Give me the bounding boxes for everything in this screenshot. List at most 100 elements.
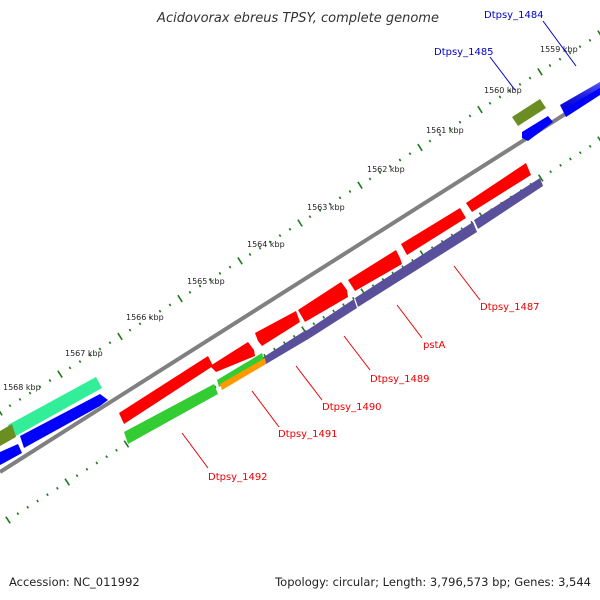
gene-dtpsy-1485[interactable]: [522, 116, 553, 141]
major-tick: [237, 256, 243, 265]
gene-purple-2[interactable]: [306, 299, 357, 338]
gene-label-dtpsy-1489[interactable]: Dtpsy_1489: [370, 374, 430, 385]
minor-tick: [228, 265, 232, 269]
major-tick: [357, 181, 363, 190]
minor-tick: [588, 38, 592, 42]
gene-red-3[interactable]: [255, 311, 300, 346]
minor-tick: [352, 296, 355, 300]
major-tick: [537, 67, 543, 76]
major-tick: [117, 332, 123, 341]
minor-tick: [559, 163, 562, 167]
gene-label-dtpsy-1492[interactable]: Dtpsy_1492: [208, 472, 268, 483]
backbone-line: [0, 90, 600, 474]
gene-red-1[interactable]: [119, 356, 213, 424]
major-tick: [123, 440, 130, 448]
forward-strand: [0, 82, 600, 465]
callout-line: [453, 265, 481, 301]
minor-tick: [568, 51, 572, 55]
tick-label: 1565 kbp: [187, 277, 225, 286]
gene-label-dtpsy-1487[interactable]: Dtpsy_1487: [480, 302, 540, 313]
tick-label: 1566 kbp: [126, 313, 164, 322]
minor-tick: [268, 240, 272, 244]
tick-label: 1567 kbp: [65, 349, 103, 358]
minor-tick: [38, 385, 42, 389]
minor-tick: [488, 101, 492, 105]
gene-label-dtpsy-1485[interactable]: Dtpsy_1485: [434, 47, 494, 58]
gene-green-small[interactable]: [217, 353, 264, 387]
gene-dtpsy-1491-bar[interactable]: [220, 358, 266, 390]
major-tick: [177, 294, 183, 303]
minor-tick: [8, 404, 12, 408]
inner-tick-ring: [5, 136, 600, 524]
gene-label-dtpsy-1484[interactable]: Dtpsy_1484: [484, 10, 544, 21]
gene-purple-4[interactable]: [474, 178, 543, 229]
major-tick: [597, 136, 600, 142]
gene-label-psta[interactable]: pstA: [423, 340, 445, 351]
minor-tick: [378, 171, 382, 175]
minor-tick: [105, 455, 108, 459]
tick-label: 1562 kbp: [367, 165, 405, 174]
gene-red-5[interactable]: [348, 250, 402, 291]
minor-tick: [578, 45, 582, 49]
minor-tick: [78, 360, 82, 364]
major-tick: [417, 143, 423, 152]
minor-tick: [85, 467, 89, 471]
minor-tick: [322, 315, 326, 319]
minor-tick: [158, 309, 162, 313]
tick-label: 1561 kbp: [426, 126, 464, 135]
minor-tick: [278, 234, 282, 238]
callout-line: [343, 335, 371, 371]
minor-tick: [28, 391, 32, 395]
minor-tick: [48, 379, 52, 382]
minor-tick: [98, 347, 102, 351]
major-tick: [537, 174, 544, 182]
minor-tick: [248, 253, 252, 256]
callout-line: [396, 304, 423, 339]
gene-olive-small[interactable]: [512, 99, 546, 126]
minor-tick: [388, 164, 392, 168]
tick-labels: 1559 kbp 1560 kbp 1561 kbp 1562 kbp 1563…: [3, 45, 578, 392]
minor-tick: [338, 196, 342, 200]
minor-tick: [438, 133, 442, 137]
gene-dtpsy-1492-bar[interactable]: [124, 384, 218, 444]
minor-tick: [398, 158, 402, 162]
minor-tick: [508, 89, 512, 93]
minor-tick: [578, 151, 582, 155]
minor-tick: [263, 353, 266, 357]
minor-tick: [46, 493, 49, 497]
topology-text: Topology: circular; Length: 3,796,573 bp…: [274, 575, 591, 589]
minor-tick: [498, 95, 502, 99]
callout-line: [251, 390, 280, 428]
callout-line: [542, 20, 577, 67]
minor-tick: [68, 366, 72, 370]
gene-label-dtpsy-1491[interactable]: Dtpsy_1491: [278, 429, 338, 440]
minor-tick: [458, 120, 462, 124]
gene-purple-1[interactable]: [262, 330, 310, 364]
major-tick: [597, 30, 600, 36]
tick-label: 1559 kbp: [540, 45, 578, 54]
gene-blue-left[interactable]: [20, 394, 108, 448]
gene-label-dtpsy-1490[interactable]: Dtpsy_1490: [322, 402, 382, 413]
major-tick: [64, 478, 71, 486]
minor-tick: [273, 347, 276, 351]
gene-olive-left[interactable]: [0, 424, 16, 446]
gene-red-2[interactable]: [210, 342, 255, 372]
minor-tick: [518, 82, 522, 86]
gene-seagreen[interactable]: [8, 377, 102, 437]
minor-tick: [95, 461, 99, 465]
minor-tick: [549, 170, 552, 174]
gene-red-6[interactable]: [401, 208, 466, 255]
gene-purple-3[interactable]: [355, 222, 477, 307]
minor-tick: [16, 512, 20, 516]
minor-tick: [558, 57, 562, 61]
minor-tick: [448, 127, 452, 130]
gene-red-4[interactable]: [298, 282, 348, 322]
minor-tick: [88, 353, 92, 357]
minor-tick: [588, 144, 592, 148]
minor-tick: [258, 246, 262, 250]
minor-tick: [218, 271, 222, 275]
gene-blue-left-2[interactable]: [0, 444, 22, 465]
gene-red-7[interactable]: [466, 163, 531, 212]
minor-tick: [108, 341, 112, 345]
